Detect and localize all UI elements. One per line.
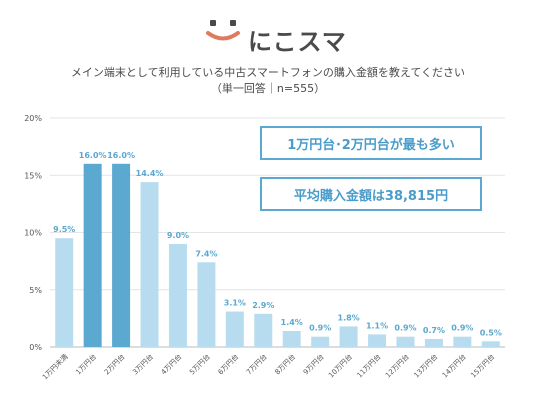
data-label: 16.0% (107, 151, 135, 160)
data-label: 0.9% (394, 324, 416, 333)
data-label: 0.7% (423, 326, 445, 335)
data-label: 14.4% (136, 169, 164, 178)
data-label: 16.0% (79, 151, 107, 160)
x-tick-label: 7万円台 (244, 352, 268, 376)
x-tick-label: 13万円台 (412, 352, 440, 380)
data-label: 7.4% (195, 249, 217, 258)
x-tick-label: 15万円台 (469, 352, 497, 380)
bar (55, 238, 74, 347)
callout-most-common: 1万円台･2万円台が最も多い (260, 126, 482, 160)
y-tick-label: 10% (24, 229, 42, 238)
bar (481, 341, 500, 347)
bar (282, 330, 301, 347)
x-tick-label: 10万円台 (326, 352, 354, 380)
bar (112, 163, 131, 347)
x-tick-label: 1万円台 (74, 352, 98, 376)
bar (197, 262, 216, 347)
smile-logo-icon (206, 20, 240, 41)
data-label: 0.9% (451, 324, 473, 333)
data-label: 9.5% (53, 225, 75, 234)
callout-average: 平均購入金額は38,815円 (260, 177, 482, 211)
bar (424, 338, 443, 347)
bar (225, 311, 244, 347)
data-label: 9.0% (167, 231, 189, 240)
y-tick-label: 0% (29, 343, 42, 352)
x-tick-label: 4万円台 (159, 352, 183, 376)
brand-logo: にこスマ (0, 8, 536, 56)
x-tick-label: 14万円台 (440, 352, 468, 380)
bar (140, 182, 159, 347)
bar (311, 336, 330, 347)
bar (368, 334, 387, 347)
chart-subtitle: （単一回答｜n=555） (210, 82, 326, 95)
x-tick-label: 6万円台 (216, 352, 240, 376)
x-tick-label: 11万円台 (355, 352, 383, 380)
x-tick-label: 12万円台 (383, 352, 411, 380)
x-tick-label: 3万円台 (131, 352, 155, 376)
x-tick-label: 5万円台 (187, 352, 211, 376)
data-label: 1.4% (281, 318, 303, 327)
x-tick-label: 2万円台 (102, 352, 126, 376)
x-tick-label: 9万円台 (301, 352, 325, 376)
bar (339, 326, 358, 347)
data-label: 2.9% (252, 301, 274, 310)
data-label: 1.1% (366, 321, 388, 330)
x-tick-label: 1万円未満 (40, 352, 69, 381)
chart-title: メイン端末として利用している中古スマートフォンの購入金額を教えてください (70, 66, 466, 79)
bar (83, 163, 102, 347)
bar (168, 243, 187, 347)
brand-name: にこスマ (248, 28, 347, 56)
data-label: 3.1% (224, 299, 246, 308)
y-tick-label: 5% (29, 286, 42, 295)
y-tick-label: 15% (24, 171, 42, 180)
bar (396, 336, 415, 347)
bar (254, 313, 273, 347)
data-label: 0.9% (309, 324, 331, 333)
x-tick-label: 8万円台 (273, 352, 297, 376)
bar (453, 336, 472, 347)
data-label: 0.5% (480, 328, 502, 337)
y-tick-label: 20% (24, 114, 42, 123)
data-label: 1.8% (338, 313, 360, 322)
